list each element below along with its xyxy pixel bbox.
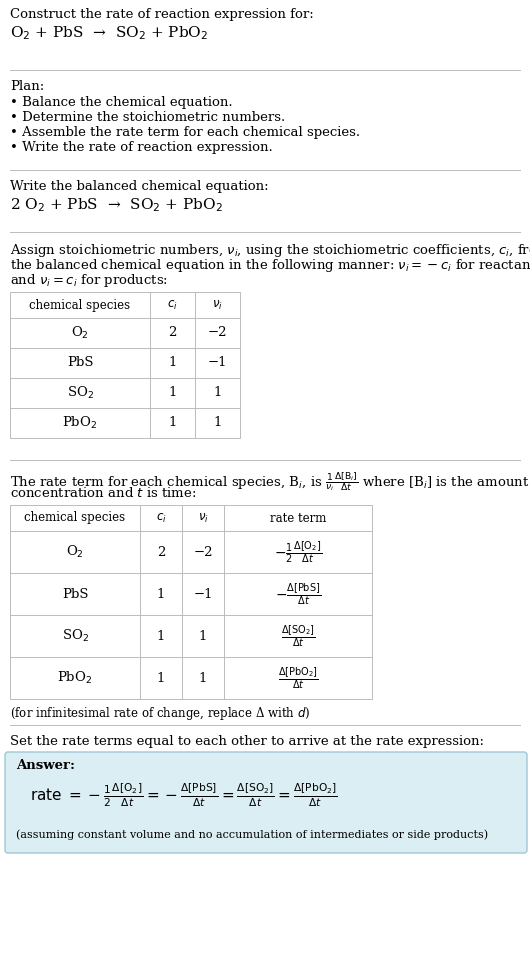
- Text: (assuming constant volume and no accumulation of intermediates or side products): (assuming constant volume and no accumul…: [16, 829, 488, 839]
- Text: • Determine the stoichiometric numbers.: • Determine the stoichiometric numbers.: [10, 111, 285, 124]
- Text: O$_2$ + PbS  →  SO$_2$ + PbO$_2$: O$_2$ + PbS → SO$_2$ + PbO$_2$: [10, 24, 208, 42]
- Text: chemical species: chemical species: [24, 511, 126, 524]
- Text: SO$_2$: SO$_2$: [61, 628, 89, 644]
- Text: 1: 1: [169, 386, 176, 399]
- Text: O$_2$: O$_2$: [71, 325, 89, 341]
- Text: 1: 1: [213, 386, 222, 399]
- Bar: [10, 505, 372, 699]
- Text: and $\nu_i = c_i$ for products:: and $\nu_i = c_i$ for products:: [10, 272, 168, 289]
- Text: 1: 1: [157, 630, 165, 642]
- Text: PbO$_2$: PbO$_2$: [63, 415, 98, 431]
- Text: 1: 1: [157, 671, 165, 684]
- Text: $-\frac{\Delta[\mathrm{PbS}]}{\Delta t}$: $-\frac{\Delta[\mathrm{PbS}]}{\Delta t}$: [275, 581, 321, 607]
- Text: Plan:: Plan:: [10, 80, 44, 93]
- Text: rate $= -\frac{1}{2}\frac{\Delta[\mathrm{O_2}]}{\Delta t} = -\frac{\Delta[\mathr: rate $= -\frac{1}{2}\frac{\Delta[\mathrm…: [30, 781, 338, 809]
- Text: The rate term for each chemical species, B$_i$, is $\frac{1}{\nu_i}\frac{\Delta[: The rate term for each chemical species,…: [10, 470, 529, 493]
- Text: $-\frac{1}{2}\frac{\Delta[\mathrm{O_2}]}{\Delta t}$: $-\frac{1}{2}\frac{\Delta[\mathrm{O_2}]}…: [274, 539, 322, 565]
- Text: PbO$_2$: PbO$_2$: [57, 670, 93, 686]
- Bar: [10, 292, 240, 438]
- Text: Assign stoichiometric numbers, $\nu_i$, using the stoichiometric coefficients, $: Assign stoichiometric numbers, $\nu_i$, …: [10, 242, 530, 259]
- Text: −1: −1: [208, 356, 227, 370]
- Text: 1: 1: [213, 417, 222, 429]
- Text: O$_2$: O$_2$: [66, 544, 84, 560]
- Text: • Write the rate of reaction expression.: • Write the rate of reaction expression.: [10, 141, 273, 154]
- Text: $\nu_i$: $\nu_i$: [212, 299, 223, 311]
- Text: the balanced chemical equation in the following manner: $\nu_i = -c_i$ for react: the balanced chemical equation in the fo…: [10, 257, 530, 274]
- Text: −1: −1: [193, 588, 213, 600]
- Text: 1: 1: [199, 630, 207, 642]
- Text: Write the balanced chemical equation:: Write the balanced chemical equation:: [10, 180, 269, 193]
- FancyBboxPatch shape: [5, 752, 527, 853]
- Text: Set the rate terms equal to each other to arrive at the rate expression:: Set the rate terms equal to each other t…: [10, 735, 484, 748]
- Text: 1: 1: [157, 588, 165, 600]
- Text: 1: 1: [199, 671, 207, 684]
- Text: $\frac{\Delta[\mathrm{PbO_2}]}{\Delta t}$: $\frac{\Delta[\mathrm{PbO_2}]}{\Delta t}…: [278, 665, 319, 691]
- Text: −2: −2: [208, 327, 227, 340]
- Text: $\frac{\Delta[\mathrm{SO_2}]}{\Delta t}$: $\frac{\Delta[\mathrm{SO_2}]}{\Delta t}$: [280, 623, 315, 649]
- Text: (for infinitesimal rate of change, replace Δ with $d$): (for infinitesimal rate of change, repla…: [10, 705, 311, 722]
- Text: Answer:: Answer:: [16, 759, 75, 772]
- Text: 2: 2: [157, 546, 165, 558]
- Text: $c_i$: $c_i$: [167, 299, 178, 311]
- Text: SO$_2$: SO$_2$: [67, 385, 93, 401]
- Text: −2: −2: [193, 546, 213, 558]
- Text: 2: 2: [169, 327, 176, 340]
- Text: chemical species: chemical species: [30, 299, 130, 311]
- Text: $\nu_i$: $\nu_i$: [198, 511, 208, 524]
- Text: rate term: rate term: [270, 511, 326, 524]
- Text: 1: 1: [169, 356, 176, 370]
- Text: $c_i$: $c_i$: [156, 511, 166, 524]
- Text: concentration and $t$ is time:: concentration and $t$ is time:: [10, 486, 197, 500]
- Text: Construct the rate of reaction expression for:: Construct the rate of reaction expressio…: [10, 8, 314, 21]
- Text: • Balance the chemical equation.: • Balance the chemical equation.: [10, 96, 233, 109]
- Text: PbS: PbS: [67, 356, 93, 370]
- Text: 2 O$_2$ + PbS  →  SO$_2$ + PbO$_2$: 2 O$_2$ + PbS → SO$_2$ + PbO$_2$: [10, 196, 223, 214]
- Text: PbS: PbS: [62, 588, 89, 600]
- Text: 1: 1: [169, 417, 176, 429]
- Text: • Assemble the rate term for each chemical species.: • Assemble the rate term for each chemic…: [10, 126, 360, 139]
